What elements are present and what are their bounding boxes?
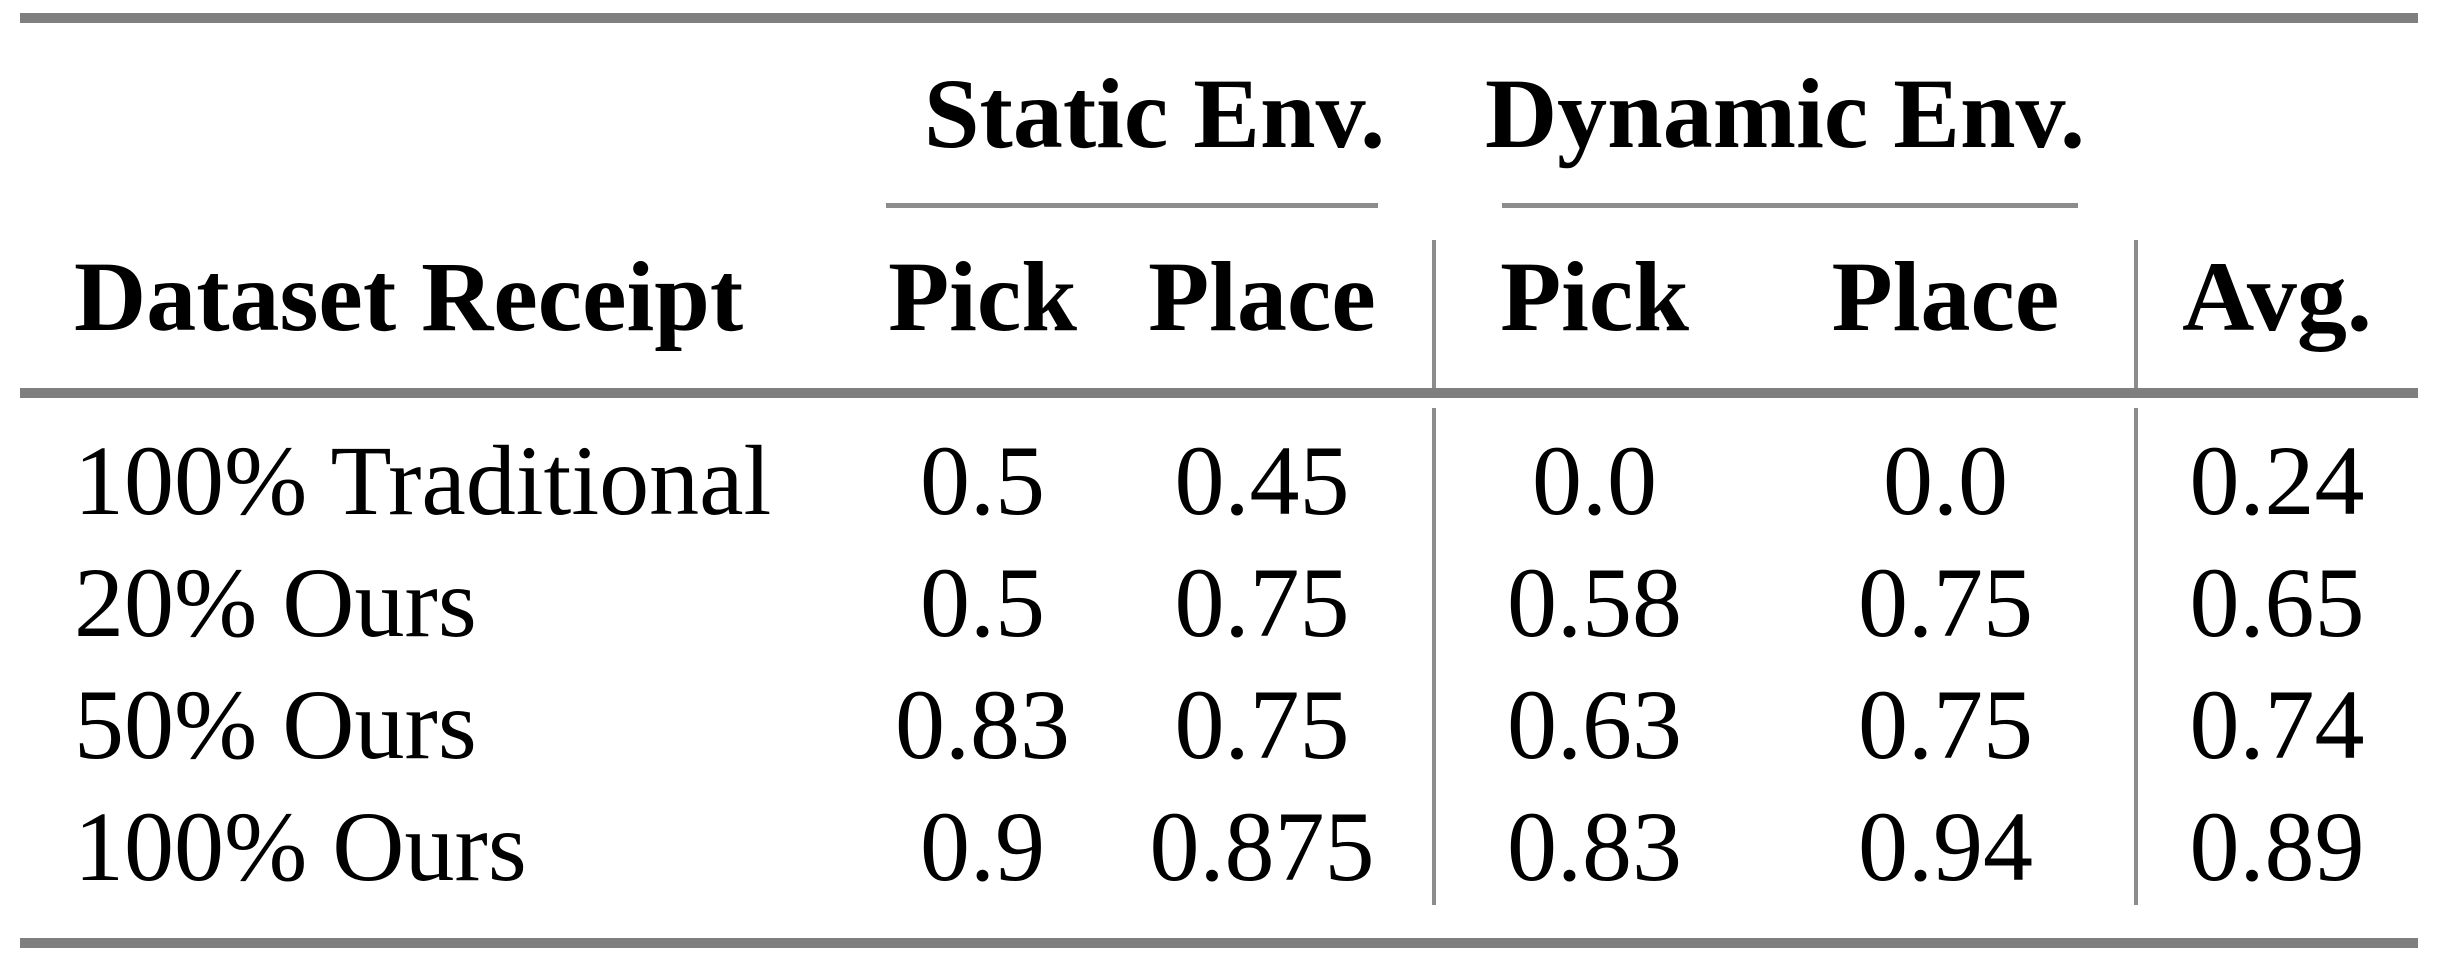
table-top-rule	[20, 13, 2418, 23]
static-env-underline	[886, 203, 1378, 208]
table-row: 50% Ours 0.83 0.75 0.63 0.75 0.74	[20, 664, 2418, 786]
table-body: 100% Traditional 0.5 0.45 0.0 0.0 0.24 2…	[20, 388, 2418, 908]
column-divider-static-dynamic-header	[1432, 240, 1436, 388]
avg-value: 0.65	[2189, 547, 2365, 658]
table-row: 100% Traditional 0.5 0.45 0.0 0.0 0.24	[20, 420, 2418, 542]
column-header-static-place: Place	[1148, 240, 1376, 352]
table-row: 20% Ours 0.5 0.75 0.58 0.75 0.65	[20, 542, 2418, 664]
table-row: 100% Ours 0.9 0.875 0.83 0.94 0.89	[20, 786, 2418, 908]
static-pick-value: 0.5	[920, 547, 1045, 658]
column-header-dynamic-pick: Pick	[1500, 240, 1689, 352]
table-header-rule	[20, 388, 2418, 398]
column-header-static-pick: Pick	[888, 240, 1077, 352]
dynamic-place-value: 0.75	[1858, 669, 2033, 780]
group-header-dynamic-env: Dynamic Env.	[1484, 58, 2086, 169]
dynamic-env-underline	[1502, 203, 2078, 208]
column-header-dataset-receipt: Dataset Receipt	[74, 240, 744, 352]
column-divider-dynamic-avg-body	[2134, 408, 2138, 905]
dynamic-pick-value: 0.58	[1507, 547, 1682, 658]
row-label: 100% Ours	[74, 791, 527, 902]
column-divider-dynamic-avg-header	[2134, 240, 2138, 388]
table-bottom-rule	[20, 938, 2418, 948]
static-pick-value: 0.9	[920, 791, 1045, 902]
avg-value: 0.24	[2189, 425, 2365, 536]
dynamic-pick-value: 0.63	[1507, 669, 1682, 780]
static-place-value: 0.75	[1174, 669, 1350, 780]
group-header-static-env: Static Env.	[923, 58, 1386, 169]
results-table: Static Env. Dynamic Env. Dataset Receipt…	[20, 23, 2418, 908]
static-pick-value: 0.83	[895, 669, 1070, 780]
column-header-dynamic-place: Place	[1831, 240, 2060, 352]
dynamic-pick-value: 0.83	[1507, 791, 1682, 902]
static-place-value: 0.45	[1174, 425, 1350, 536]
dynamic-place-value: 0.75	[1858, 547, 2033, 658]
avg-value: 0.89	[2189, 791, 2365, 902]
static-place-value: 0.875	[1149, 791, 1375, 902]
row-label: 20% Ours	[74, 547, 477, 658]
dynamic-place-value: 0.94	[1858, 791, 2033, 902]
static-place-value: 0.75	[1174, 547, 1350, 658]
row-label: 100% Traditional	[74, 425, 772, 536]
static-pick-value: 0.5	[920, 425, 1045, 536]
column-header-avg: Avg.	[2182, 240, 2372, 352]
column-divider-static-dynamic-body	[1432, 408, 1436, 905]
group-header-row: Static Env. Dynamic Env.	[20, 23, 2418, 205]
dynamic-place-value: 0.0	[1883, 425, 2008, 536]
column-header-row: Dataset Receipt Pick Place Pick Place Av…	[20, 205, 2418, 388]
dynamic-pick-value: 0.0	[1532, 425, 1657, 536]
row-label: 50% Ours	[74, 669, 477, 780]
avg-value: 0.74	[2189, 669, 2365, 780]
